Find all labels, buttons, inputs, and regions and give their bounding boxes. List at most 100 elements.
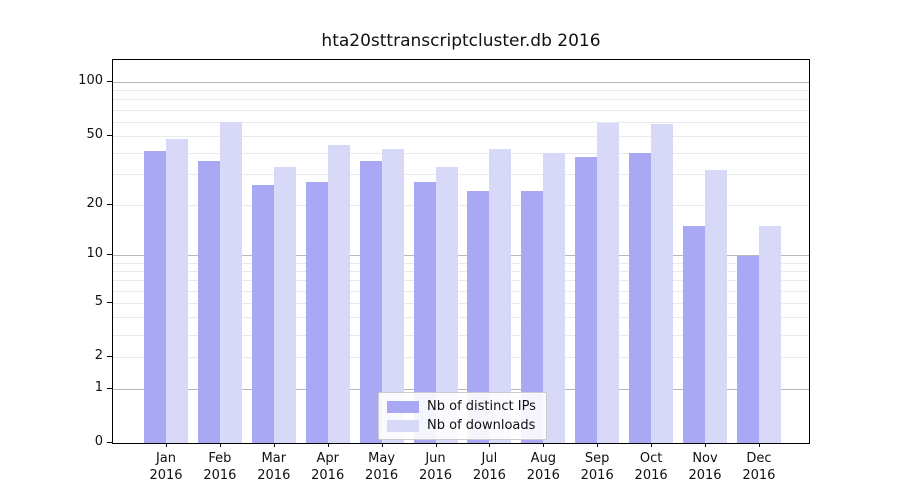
gridline-minor-90: [113, 90, 809, 92]
legend: Nb of distinct IPs Nb of downloads: [378, 392, 547, 440]
gridline-minor-40: [113, 152, 809, 154]
x-tick-mark-dec: [758, 443, 760, 447]
gridline-minor-80: [113, 99, 809, 101]
x-tick-mark-mar: [273, 443, 275, 447]
x-tick-year-jan: 2016: [149, 468, 183, 483]
gridline-minor-9: [113, 262, 809, 264]
x-tick-label-feb: Feb 2016: [188, 450, 252, 484]
bar-nb-of-distinct-ips-apr: [305, 182, 328, 443]
x-tick-mark-nov: [705, 443, 706, 447]
y-tick-label-10: 10: [86, 246, 103, 262]
bar-nb-of-downloads-jun: [435, 167, 458, 443]
chart-title: hta20sttranscriptcluster.db 2016: [321, 31, 601, 51]
gridline-minor-70: [113, 109, 809, 111]
x-tick-year-feb: 2016: [203, 468, 237, 483]
bar-nb-of-downloads-apr: [327, 145, 350, 443]
x-tick-year-aug: 2016: [526, 468, 560, 483]
bar-nb-of-downloads-may: [381, 148, 404, 443]
gridline-minor-6: [113, 290, 809, 292]
gridline-minor-50: [113, 135, 809, 137]
gridline-minor-30: [113, 174, 809, 176]
x-tick-mark-may: [381, 443, 383, 447]
y-tick-label-50: 50: [86, 126, 103, 142]
bar-nb-of-distinct-ips-sep: [575, 156, 598, 443]
bar-nb-of-distinct-ips-oct: [629, 152, 652, 443]
bar-nb-of-distinct-ips-feb: [197, 160, 220, 443]
gridline-minor-5: [113, 302, 809, 304]
x-tick-label-oct: Oct 2016: [619, 450, 683, 484]
gridline-major-1: [113, 388, 809, 390]
x-tick-label-jun: Jun 2016: [404, 450, 468, 484]
bar-nb-of-downloads-mar: [273, 167, 296, 443]
legend-swatch-downloads: [387, 419, 419, 432]
y-tick-mark-0: [107, 442, 112, 443]
bar-nb-of-downloads-nov: [705, 169, 727, 443]
gridline-minor-8: [113, 271, 809, 273]
x-tick-label-sep: Sep 2016: [565, 450, 629, 484]
legend-row-distinct-ips: Nb of distinct IPs: [387, 399, 536, 414]
legend-row-downloads: Nb of downloads: [387, 418, 536, 433]
bar-nb-of-distinct-ips-jan: [144, 150, 166, 443]
gridline-major-10: [113, 255, 809, 257]
x-tick-year-nov: 2016: [688, 468, 722, 483]
y-tick-mark-10: [107, 254, 112, 256]
gridline-minor-2: [113, 357, 809, 359]
y-tick-label-0: 0: [94, 434, 103, 449]
x-tick-year-may: 2016: [365, 468, 399, 483]
legend-label-distinct-ips: Nb of distinct IPs: [427, 399, 536, 414]
gridline-minor-3: [113, 334, 809, 336]
y-tick-mark-1: [107, 387, 112, 389]
x-tick-mark-jun: [435, 443, 437, 447]
bar-nb-of-distinct-ips-dec: [736, 255, 759, 443]
gridline-minor-60: [113, 121, 809, 123]
x-tick-mark-feb: [219, 443, 221, 447]
y-tick-label-5: 5: [94, 293, 103, 309]
x-tick-year-jul: 2016: [472, 468, 506, 483]
bar-nb-of-distinct-ips-nov: [683, 226, 705, 443]
y-tick-label-20: 20: [86, 195, 103, 211]
gridline-minor-4: [113, 317, 809, 319]
x-tick-label-may: May 2016: [350, 450, 414, 484]
x-tick-label-dec: Dec 2016: [727, 450, 791, 484]
y-tick-label-2: 2: [94, 348, 103, 364]
y-tick-mark-2: [107, 356, 112, 358]
legend-swatch-distinct-ips: [387, 400, 419, 413]
x-tick-year-dec: 2016: [742, 468, 776, 483]
y-tick-mark-20: [107, 203, 112, 205]
y-tick-label-1: 1: [94, 379, 103, 395]
plot-area: [112, 59, 810, 444]
bar-nb-of-distinct-ips-aug: [521, 191, 544, 443]
bar-nb-of-distinct-ips-may: [359, 160, 382, 443]
x-tick-year-mar: 2016: [257, 468, 291, 483]
gridline-minor-20: [113, 204, 809, 206]
bar-nb-of-downloads-aug: [543, 152, 566, 443]
bar-nb-of-downloads-dec: [758, 226, 781, 443]
x-tick-mark-jan: [166, 443, 167, 447]
x-tick-label-nov: Nov 2016: [673, 450, 737, 484]
bar-nb-of-downloads-feb: [219, 121, 242, 443]
bar-nb-of-distinct-ips-jul: [467, 191, 490, 443]
y-tick-mark-5: [107, 301, 112, 303]
x-tick-label-apr: Apr 2016: [296, 450, 360, 484]
bar-nb-of-downloads-sep: [597, 122, 620, 443]
bar-nb-of-downloads-oct: [651, 124, 674, 443]
x-tick-mark-apr: [327, 443, 329, 447]
y-tick-label-100: 100: [78, 73, 103, 89]
x-tick-label-jan: Jan 2016: [134, 450, 198, 484]
x-tick-label-aug: Aug 2016: [511, 450, 575, 484]
y-tick-mark-50: [107, 134, 112, 136]
gridline-minor-7: [113, 280, 809, 282]
x-tick-label-mar: Mar 2016: [242, 450, 306, 484]
x-tick-year-jun: 2016: [418, 468, 453, 483]
y-tick-mark-100: [107, 81, 112, 83]
x-tick-mark-jul: [489, 443, 491, 447]
x-tick-year-oct: 2016: [634, 468, 668, 483]
x-tick-year-apr: 2016: [311, 468, 345, 483]
x-tick-year-sep: 2016: [580, 468, 614, 483]
x-tick-mark-aug: [543, 443, 545, 447]
bar-nb-of-distinct-ips-mar: [251, 185, 274, 443]
legend-label-downloads: Nb of downloads: [427, 418, 536, 433]
bar-nb-of-downloads-jan: [166, 138, 188, 443]
x-tick-label-jul: Jul 2016: [457, 450, 521, 484]
